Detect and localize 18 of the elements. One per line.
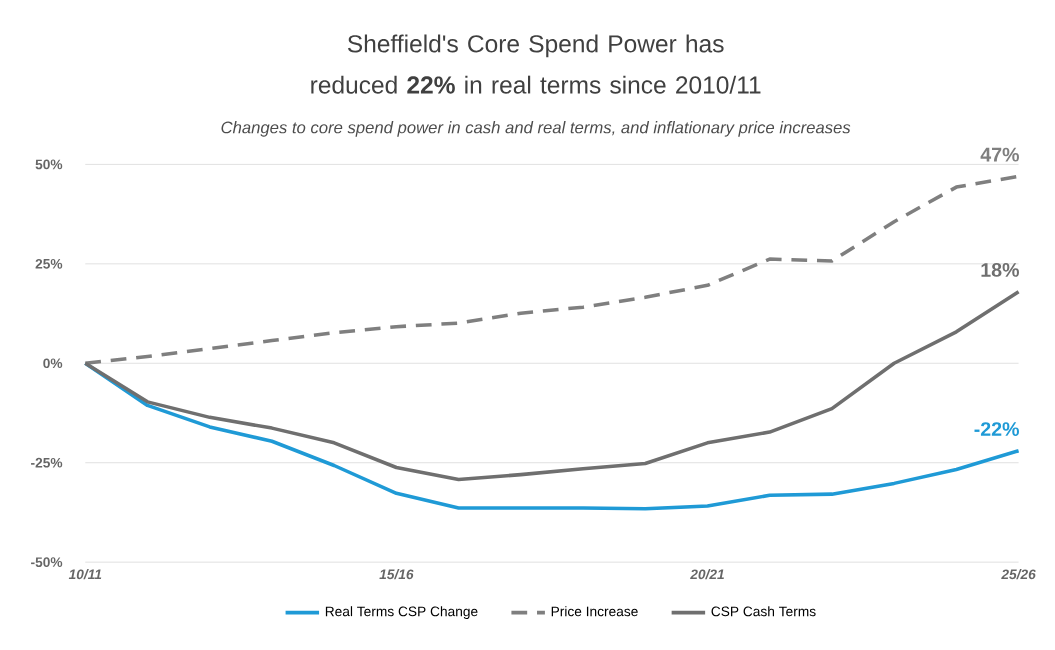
y-tick-label: -50%	[31, 557, 63, 568]
y-tick-label: 25%	[35, 259, 63, 269]
y-tick-label: -25%	[31, 457, 63, 468]
chart-subtitle: Changes to core spend power in cash and real terms, and inflationary price increases	[221, 121, 851, 137]
annotation: 18%	[981, 263, 1019, 277]
x-tick-label: 15/16	[379, 569, 414, 580]
legend-label: Price Increase	[551, 606, 638, 617]
annotation: -22%	[974, 422, 1019, 437]
x-tick-label: 10/11	[68, 569, 102, 580]
annotation: 47%	[980, 147, 1019, 162]
chart-title: Sheffield's Core Spend Power has reduced 22% in real terms since 2010/11	[311, 34, 761, 94]
line-series	[83, 290, 1021, 482]
legend-label: CSP Cash Terms	[711, 606, 816, 617]
y-tick-label: 50%	[35, 159, 63, 170]
legend-label: Real Terms CSP Change	[325, 606, 478, 620]
x-tick-label: 25/26	[1001, 569, 1036, 580]
x-tick-label: 20/21	[690, 569, 724, 580]
y-tick-label: 0%	[43, 358, 63, 369]
